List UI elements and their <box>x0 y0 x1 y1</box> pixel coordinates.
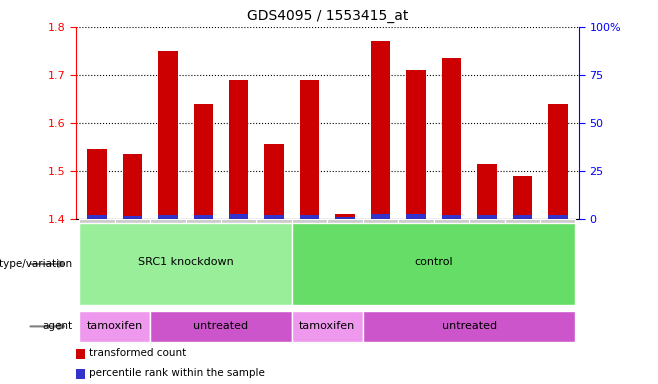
Bar <box>548 215 567 219</box>
Bar <box>336 217 355 219</box>
Bar <box>442 58 461 219</box>
Bar <box>186 219 221 275</box>
Text: GSM709771: GSM709771 <box>199 227 208 282</box>
Text: genotype/variation: genotype/variation <box>0 259 72 269</box>
Text: untreated: untreated <box>193 321 249 331</box>
Text: GSM709768: GSM709768 <box>376 227 385 282</box>
Bar <box>406 214 426 219</box>
Bar <box>370 41 390 219</box>
Bar <box>193 104 213 219</box>
Bar <box>363 311 576 342</box>
Bar <box>229 214 249 219</box>
Bar <box>300 215 319 219</box>
Text: GSM709775: GSM709775 <box>270 227 279 282</box>
Bar <box>150 311 292 342</box>
Text: GSM709767: GSM709767 <box>92 227 101 282</box>
Text: tamoxifen: tamoxifen <box>87 321 143 331</box>
Bar <box>88 215 107 219</box>
Text: GSM709770: GSM709770 <box>447 227 456 282</box>
Text: GSM709774: GSM709774 <box>518 227 527 282</box>
Bar <box>150 219 186 275</box>
Text: GSM709772: GSM709772 <box>234 227 243 282</box>
Text: GSM709764: GSM709764 <box>305 227 314 282</box>
Bar <box>122 154 142 219</box>
Bar <box>292 223 576 305</box>
Bar <box>122 216 142 219</box>
Bar <box>158 51 178 219</box>
Bar <box>336 214 355 219</box>
Text: GSM709776: GSM709776 <box>553 227 563 282</box>
Text: GSM709777: GSM709777 <box>411 227 420 282</box>
Bar <box>513 176 532 219</box>
Bar <box>265 215 284 219</box>
Bar <box>229 80 249 219</box>
Bar <box>158 215 178 219</box>
Text: transformed count: transformed count <box>89 348 186 358</box>
Bar <box>79 219 114 275</box>
Bar <box>442 215 461 219</box>
Bar <box>79 311 150 342</box>
Bar <box>540 219 576 275</box>
Text: percentile rank within the sample: percentile rank within the sample <box>89 368 265 378</box>
Text: GSM709769: GSM709769 <box>128 227 137 282</box>
Bar <box>79 223 292 305</box>
Text: control: control <box>415 257 453 267</box>
Bar <box>193 215 213 219</box>
Bar <box>363 219 398 275</box>
Bar <box>513 215 532 219</box>
Title: GDS4095 / 1553415_at: GDS4095 / 1553415_at <box>247 9 408 23</box>
Bar <box>292 219 327 275</box>
Text: GSM709765: GSM709765 <box>163 227 172 282</box>
Bar <box>469 219 505 275</box>
Text: GSM709766: GSM709766 <box>341 227 349 282</box>
Bar <box>548 104 567 219</box>
Bar <box>88 149 107 219</box>
Bar <box>370 214 390 219</box>
Bar <box>114 219 150 275</box>
Text: agent: agent <box>42 321 72 331</box>
Bar <box>221 219 257 275</box>
Text: untreated: untreated <box>442 321 497 331</box>
Text: tamoxifen: tamoxifen <box>299 321 355 331</box>
Bar <box>265 144 284 219</box>
Bar <box>257 219 292 275</box>
Bar <box>434 219 469 275</box>
Bar <box>505 219 540 275</box>
Bar <box>477 164 497 219</box>
Bar <box>406 70 426 219</box>
Text: GSM709773: GSM709773 <box>482 227 492 282</box>
Bar <box>398 219 434 275</box>
Text: SRC1 knockdown: SRC1 knockdown <box>138 257 234 267</box>
Bar <box>327 219 363 275</box>
Bar <box>76 349 85 359</box>
Bar <box>292 311 363 342</box>
Bar <box>300 80 319 219</box>
Bar <box>76 369 85 379</box>
Bar <box>477 215 497 219</box>
